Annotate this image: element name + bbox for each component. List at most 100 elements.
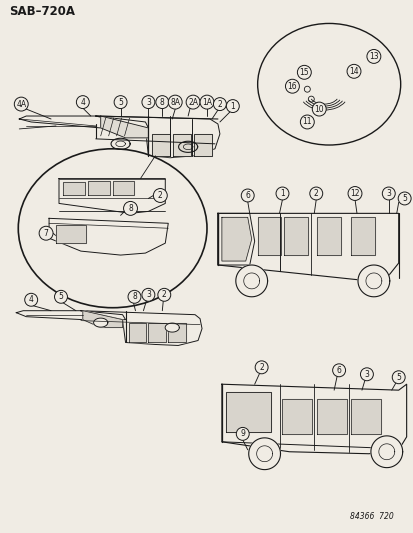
- Polygon shape: [112, 181, 134, 196]
- Polygon shape: [148, 322, 166, 343]
- Text: 4: 4: [80, 98, 85, 107]
- Polygon shape: [128, 322, 146, 343]
- Polygon shape: [168, 322, 186, 343]
- Circle shape: [346, 64, 360, 78]
- Circle shape: [236, 427, 249, 440]
- Text: 7: 7: [43, 229, 48, 238]
- Circle shape: [153, 189, 167, 203]
- Polygon shape: [59, 179, 165, 213]
- Polygon shape: [165, 323, 179, 332]
- Text: 1: 1: [230, 102, 235, 110]
- Polygon shape: [217, 213, 398, 281]
- Text: 2A: 2A: [188, 98, 197, 107]
- Polygon shape: [357, 265, 389, 297]
- Circle shape: [332, 364, 345, 377]
- Polygon shape: [221, 217, 251, 261]
- Text: 84366  720: 84366 720: [349, 512, 393, 521]
- Text: 11: 11: [302, 117, 311, 126]
- Text: 5: 5: [401, 194, 406, 203]
- Text: 2: 2: [157, 191, 162, 200]
- Polygon shape: [370, 436, 402, 467]
- Polygon shape: [19, 116, 148, 128]
- Text: 2: 2: [259, 363, 263, 372]
- Circle shape: [297, 66, 311, 79]
- Polygon shape: [83, 311, 122, 328]
- Text: 5: 5: [395, 373, 400, 382]
- Circle shape: [114, 95, 127, 109]
- Circle shape: [142, 288, 154, 301]
- Polygon shape: [16, 311, 125, 320]
- Text: 3: 3: [146, 98, 150, 107]
- Polygon shape: [56, 225, 85, 243]
- Circle shape: [360, 368, 373, 381]
- Text: 5: 5: [58, 292, 63, 301]
- Circle shape: [55, 290, 67, 303]
- Text: 8: 8: [159, 98, 164, 107]
- Circle shape: [76, 95, 89, 109]
- Circle shape: [241, 189, 254, 202]
- Polygon shape: [81, 311, 202, 345]
- Polygon shape: [316, 217, 340, 255]
- Circle shape: [123, 201, 137, 215]
- Circle shape: [168, 95, 182, 109]
- Text: 1A: 1A: [202, 98, 211, 107]
- Text: 1: 1: [280, 189, 284, 198]
- Text: 12: 12: [349, 189, 359, 198]
- Text: 9: 9: [240, 430, 244, 438]
- Circle shape: [285, 79, 299, 93]
- Polygon shape: [284, 217, 308, 255]
- Text: 2: 2: [161, 290, 166, 300]
- Polygon shape: [88, 181, 109, 196]
- Text: 13: 13: [368, 52, 378, 61]
- Circle shape: [381, 187, 394, 200]
- Ellipse shape: [18, 149, 206, 308]
- Circle shape: [391, 371, 404, 384]
- Circle shape: [254, 361, 268, 374]
- Circle shape: [186, 95, 199, 109]
- Polygon shape: [225, 392, 270, 432]
- Text: 4A: 4A: [16, 100, 26, 109]
- Text: 3: 3: [385, 189, 390, 198]
- Polygon shape: [350, 217, 374, 255]
- Text: 6: 6: [244, 191, 249, 200]
- Polygon shape: [63, 182, 85, 196]
- Text: 5: 5: [118, 98, 123, 107]
- Polygon shape: [95, 116, 219, 158]
- Circle shape: [309, 187, 322, 200]
- Circle shape: [226, 100, 239, 112]
- Text: 8: 8: [132, 292, 137, 301]
- Polygon shape: [194, 134, 211, 156]
- Text: 14: 14: [348, 67, 358, 76]
- Circle shape: [155, 95, 169, 109]
- Text: 3: 3: [146, 290, 150, 300]
- Circle shape: [128, 290, 140, 303]
- Circle shape: [347, 187, 361, 200]
- Circle shape: [275, 187, 288, 200]
- Polygon shape: [248, 438, 280, 470]
- Text: 2: 2: [313, 189, 318, 198]
- Polygon shape: [152, 134, 170, 156]
- Text: 4: 4: [28, 295, 33, 304]
- Polygon shape: [93, 318, 107, 327]
- Text: 15: 15: [299, 68, 309, 77]
- Circle shape: [39, 227, 53, 240]
- Polygon shape: [282, 399, 311, 434]
- Circle shape: [142, 95, 154, 109]
- Text: 8A: 8A: [170, 98, 180, 107]
- Text: 10: 10: [313, 104, 323, 114]
- Polygon shape: [221, 384, 406, 454]
- Circle shape: [311, 102, 325, 116]
- Polygon shape: [49, 219, 168, 255]
- Circle shape: [199, 95, 214, 109]
- Text: SAB–720A: SAB–720A: [9, 5, 75, 18]
- Text: 3: 3: [363, 370, 368, 379]
- Circle shape: [157, 288, 170, 301]
- Circle shape: [14, 97, 28, 111]
- Text: 16: 16: [287, 82, 297, 91]
- Text: 2: 2: [217, 100, 222, 109]
- Polygon shape: [173, 134, 191, 156]
- Circle shape: [25, 293, 38, 306]
- Polygon shape: [217, 213, 254, 265]
- Polygon shape: [350, 399, 380, 434]
- Polygon shape: [316, 399, 346, 434]
